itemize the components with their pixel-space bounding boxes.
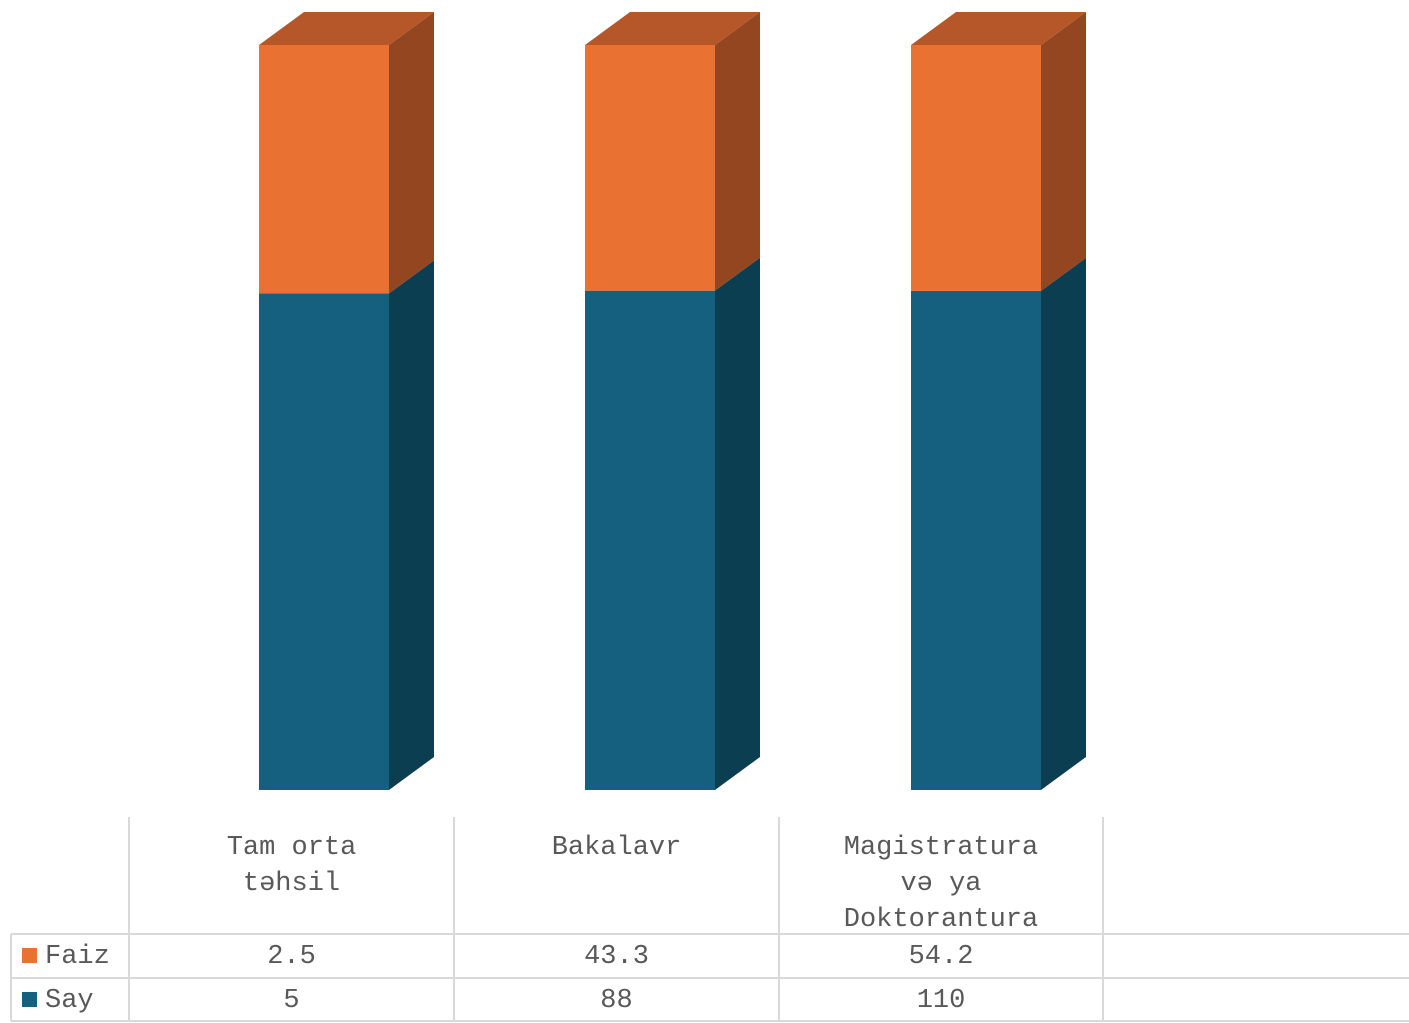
- bar-faiz: [585, 45, 715, 291]
- series-label: Faiz: [45, 942, 110, 972]
- bar-stack-3: [911, 12, 1086, 790]
- bar-say: [259, 293, 389, 790]
- data-label: 88: [600, 986, 632, 1016]
- data-label: 54.2: [909, 942, 974, 972]
- data-label: 2.5: [267, 942, 316, 972]
- category-label: Tam orta təhsil: [227, 833, 357, 899]
- bar-stack-2: [585, 12, 760, 791]
- bar-faiz: [911, 45, 1041, 291]
- bar-faiz-side: [715, 12, 760, 291]
- data-label: 110: [917, 986, 966, 1016]
- bar-stack-1: [259, 12, 434, 790]
- series-label: Say: [45, 986, 94, 1016]
- bar-faiz-top: [585, 12, 760, 45]
- bar-faiz-top: [259, 12, 434, 45]
- legend-key-faiz: [22, 948, 37, 963]
- bar-faiz-side: [389, 12, 434, 294]
- data-table: Tam orta təhsil Bakalavr Magistratura və ya D…: [10, 817, 1409, 1022]
- bar-faiz-top: [911, 12, 1086, 45]
- bar-faiz: [259, 45, 389, 294]
- data-label: 5: [283, 986, 299, 1016]
- bar-say-side: [1041, 257, 1086, 790]
- bar-say: [585, 290, 715, 790]
- legend-key-say: [22, 992, 37, 1007]
- bar-say-side: [715, 257, 760, 791]
- bars-layer: [259, 12, 1086, 791]
- category-label: Magistratura və ya Doktorantura: [844, 833, 1038, 935]
- category-label: Bakalavr: [552, 833, 682, 863]
- data-label: 43.3: [584, 942, 649, 972]
- bar-faiz-side: [1041, 12, 1086, 291]
- bar-say: [911, 290, 1041, 790]
- bar-say-side: [389, 260, 434, 790]
